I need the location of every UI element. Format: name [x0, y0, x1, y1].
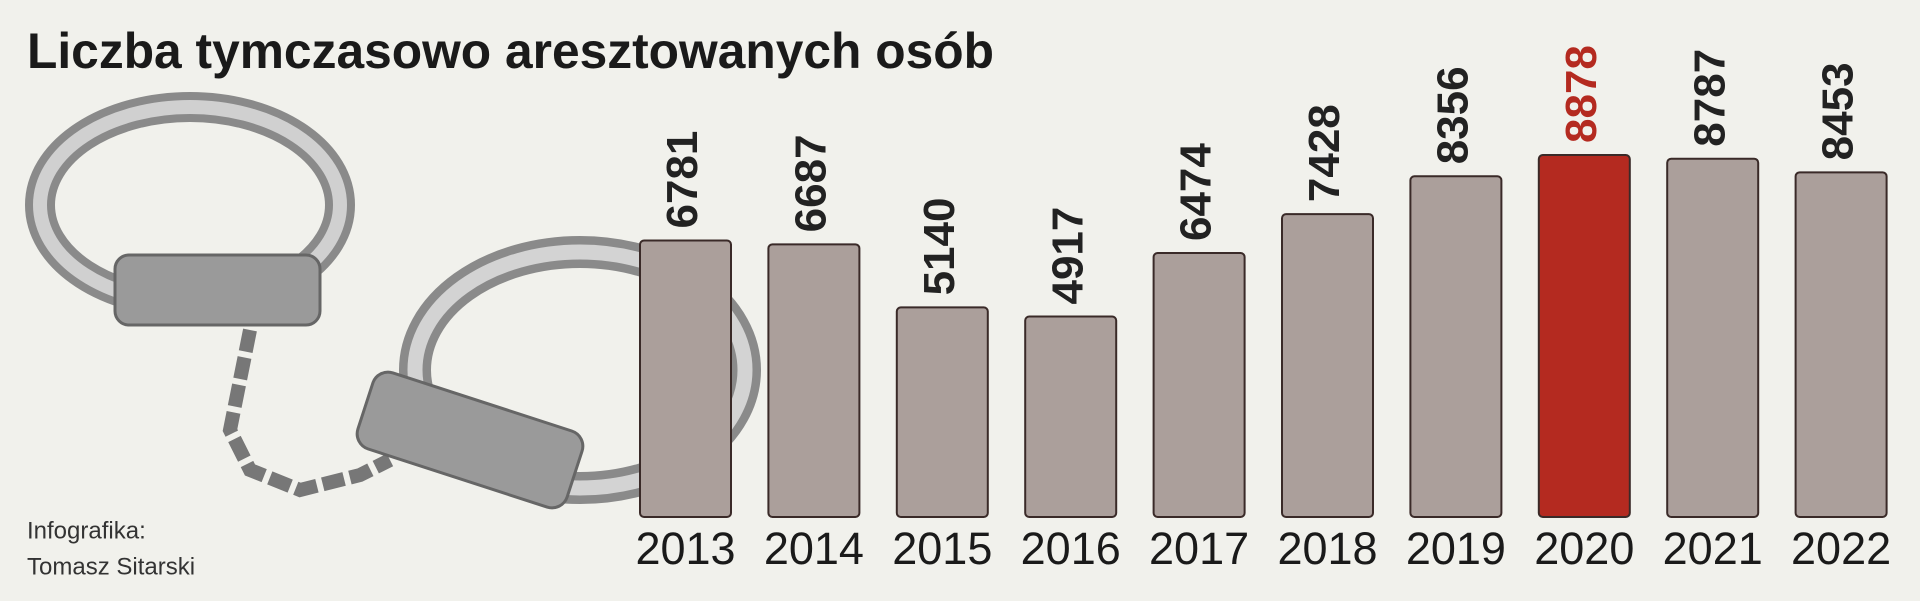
- cuff-right-shine: [407, 244, 753, 496]
- x-tick-label: 2013: [635, 523, 735, 574]
- handcuffs-illustration: [25, 92, 761, 510]
- x-tick-label: 2019: [1406, 523, 1506, 574]
- value-label: 6781: [658, 131, 707, 229]
- source-line: Infografika:: [27, 517, 146, 544]
- bar: [1152, 252, 1246, 518]
- bar: [1794, 171, 1888, 519]
- value-label: 5140: [915, 198, 964, 296]
- bar: [1537, 154, 1631, 518]
- value-label: 8878: [1557, 45, 1606, 143]
- bar: [895, 306, 989, 518]
- x-tick-label: 2018: [1277, 523, 1377, 574]
- source-line: Tomasz Sitarski: [27, 553, 195, 580]
- bar: [1024, 315, 1118, 519]
- x-tick-label: 2014: [764, 523, 864, 574]
- bar: [1409, 175, 1503, 519]
- value-label: 6474: [1172, 143, 1221, 241]
- chain: [222, 328, 394, 498]
- value-label: 8453: [1814, 62, 1863, 160]
- bar: [767, 243, 861, 518]
- x-tick-label: 2022: [1791, 523, 1891, 574]
- cuff-right-lock: [355, 370, 585, 510]
- bar: [1281, 213, 1374, 518]
- x-tick-label: 2016: [1021, 523, 1121, 574]
- x-tick-label: 2017: [1149, 523, 1249, 574]
- bar: [1666, 157, 1760, 519]
- value-label: 8787: [1685, 49, 1734, 147]
- value-label: 7428: [1300, 104, 1349, 202]
- x-tick-label: 2020: [1534, 523, 1634, 574]
- chart-title: Liczba tymczasowo aresztowanych osób: [27, 23, 994, 79]
- bar: [639, 239, 732, 518]
- value-label: 6687: [787, 134, 836, 232]
- cuff-left-lock: [113, 253, 322, 327]
- x-tick-label: 2015: [892, 523, 992, 574]
- value-label: 4917: [1043, 207, 1092, 305]
- value-label: 8356: [1429, 66, 1478, 164]
- x-tick-label: 2021: [1663, 523, 1763, 574]
